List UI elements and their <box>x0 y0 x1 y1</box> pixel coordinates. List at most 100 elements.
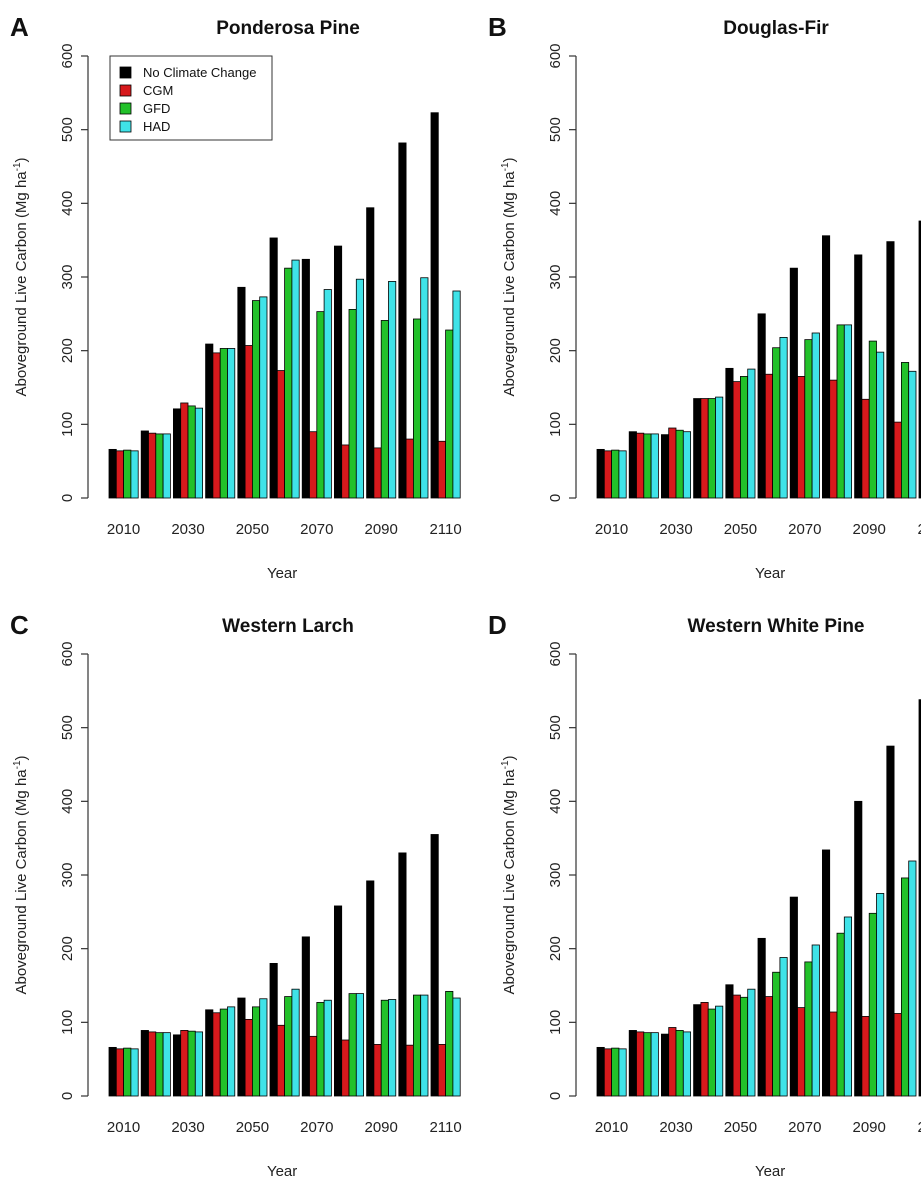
bar-2040-gfd <box>707 1008 716 1097</box>
bar-2080-no-climate-change <box>333 245 343 499</box>
bar-2030-gfd <box>675 1030 684 1097</box>
bar-2010-had <box>130 1048 139 1097</box>
bar-2040-had <box>715 1005 724 1097</box>
bar-2050-had <box>259 296 268 499</box>
bar-2090-no-climate-change <box>854 254 863 499</box>
bar-2090-cgm <box>861 1016 870 1097</box>
y-tick-label: 0 <box>547 494 564 502</box>
bar-2030-had <box>194 407 204 499</box>
bar-2040-gfd <box>707 398 716 499</box>
x-tick-label: 2030 <box>171 1119 204 1136</box>
bar-2040-no-climate-change <box>693 398 702 499</box>
bar-2040-cgm <box>700 1002 709 1097</box>
bar-2040-cgm <box>212 1012 221 1097</box>
bar-2090-gfd <box>380 320 389 499</box>
x-tick-label: 2030 <box>171 521 204 538</box>
bar-2080-no-climate-change <box>821 849 831 1097</box>
bar-2090-cgm <box>373 447 382 499</box>
bar-2030-gfd <box>187 1030 196 1097</box>
bar-2100-gfd <box>412 994 422 1097</box>
legend-label: No Climate Change <box>143 65 256 80</box>
y-axis-label-main: Aboveground Live Carbon (Mg ha <box>13 171 30 397</box>
bar-2020-had <box>162 433 171 499</box>
x-tick-label: 2090 <box>365 521 398 538</box>
bar-2070-gfd <box>804 339 813 499</box>
bar-2060-no-climate-change <box>757 937 766 1097</box>
bar-2100-no-climate-change <box>886 241 895 499</box>
x-tick-label: 2010 <box>107 1119 140 1136</box>
bar-2010-no-climate-change <box>596 1046 605 1097</box>
bar-2010-no-climate-change <box>596 448 605 499</box>
bar-2010-had <box>130 450 139 499</box>
bar-2060-no-climate-change <box>269 237 278 499</box>
y-axis-label-close: ) <box>13 755 30 760</box>
x-tick-label: 2030 <box>659 1119 692 1136</box>
bar-2070-gfd <box>804 961 813 1097</box>
bar-2040-no-climate-change <box>205 343 214 499</box>
bar-2030-no-climate-change <box>660 434 670 499</box>
y-tick-label: 100 <box>547 1010 564 1035</box>
bar-2010-no-climate-change <box>108 1046 117 1097</box>
x-tick-label: 2070 <box>300 521 333 538</box>
legend-box <box>109 55 273 141</box>
x-tick-label: 2010 <box>595 1119 628 1136</box>
y-axis-label: Aboveground Live Carbon (Mg ha-1) <box>500 755 518 994</box>
x-tick-label: 2110 <box>917 1119 921 1136</box>
legend-label: CGM <box>143 83 173 98</box>
chart-title: Douglas-Fir <box>723 18 829 39</box>
bar-2050-had <box>747 988 756 1097</box>
bar-2100-no-climate-change <box>398 142 407 499</box>
bar-2040-had <box>715 396 724 499</box>
bar-2060-gfd <box>772 971 781 1097</box>
bar-2010-had <box>618 1048 627 1097</box>
bar-2030-cgm <box>180 402 189 499</box>
bar-2050-no-climate-change <box>237 997 246 1097</box>
bar-2040-no-climate-change <box>693 1004 702 1097</box>
bar-2020-gfd <box>155 1032 164 1097</box>
bar-2060-had <box>291 259 300 499</box>
bar-2080-had <box>843 916 852 1097</box>
bar-2020-gfd <box>643 433 652 499</box>
y-axis-label-superscript: -1 <box>12 760 23 769</box>
bar-2090-no-climate-change <box>366 207 375 499</box>
y-axis-label: Aboveground Live Carbon (Mg ha-1) <box>500 157 518 396</box>
y-axis-label-superscript: -1 <box>500 760 511 769</box>
bar-2100-gfd <box>900 362 910 499</box>
legend-label: GFD <box>143 101 170 116</box>
bar-2040-had <box>227 348 236 499</box>
bar-2110-no-climate-change <box>918 699 921 1097</box>
bar-2020-cgm <box>636 1031 645 1097</box>
y-axis-label: Aboveground Live Carbon (Mg ha-1) <box>12 755 30 994</box>
bar-2010-cgm <box>115 450 125 499</box>
bar-2030-gfd <box>187 405 196 499</box>
bar-2080-gfd <box>836 324 845 499</box>
y-tick-label: 400 <box>59 191 76 216</box>
y-tick-label: 0 <box>59 494 76 502</box>
bar-2050-no-climate-change <box>725 984 734 1097</box>
x-axis-label: Year <box>267 565 297 582</box>
bar-2090-no-climate-change <box>366 880 375 1097</box>
bar-2110-had <box>452 997 461 1097</box>
bar-2060-cgm <box>276 1024 285 1097</box>
bar-2070-cgm <box>797 376 806 499</box>
bar-2030-cgm <box>180 1030 189 1097</box>
bar-2010-cgm <box>115 1048 125 1097</box>
y-tick-label: 0 <box>59 1092 76 1100</box>
bar-2010-no-climate-change <box>108 448 117 499</box>
bar-2070-cgm <box>797 1007 806 1097</box>
bar-2030-gfd <box>675 429 684 499</box>
y-axis-label-main: Aboveground Live Carbon (Mg ha <box>501 769 518 995</box>
y-axis-label: Aboveground Live Carbon (Mg ha-1) <box>12 157 30 396</box>
x-tick-label: 2050 <box>724 1119 757 1136</box>
bar-2050-gfd <box>251 300 261 499</box>
bar-2020-gfd <box>643 1032 652 1097</box>
bar-2100-no-climate-change <box>886 745 895 1097</box>
x-tick-label: 2070 <box>300 1119 333 1136</box>
y-tick-label: 500 <box>59 715 76 740</box>
x-tick-label: 2090 <box>365 1119 398 1136</box>
bar-2030-no-climate-change <box>172 1034 182 1097</box>
bar-2080-cgm <box>829 1011 838 1097</box>
y-tick-label: 300 <box>59 264 76 289</box>
y-tick-label: 100 <box>547 412 564 437</box>
panel-letter: A <box>10 12 29 42</box>
